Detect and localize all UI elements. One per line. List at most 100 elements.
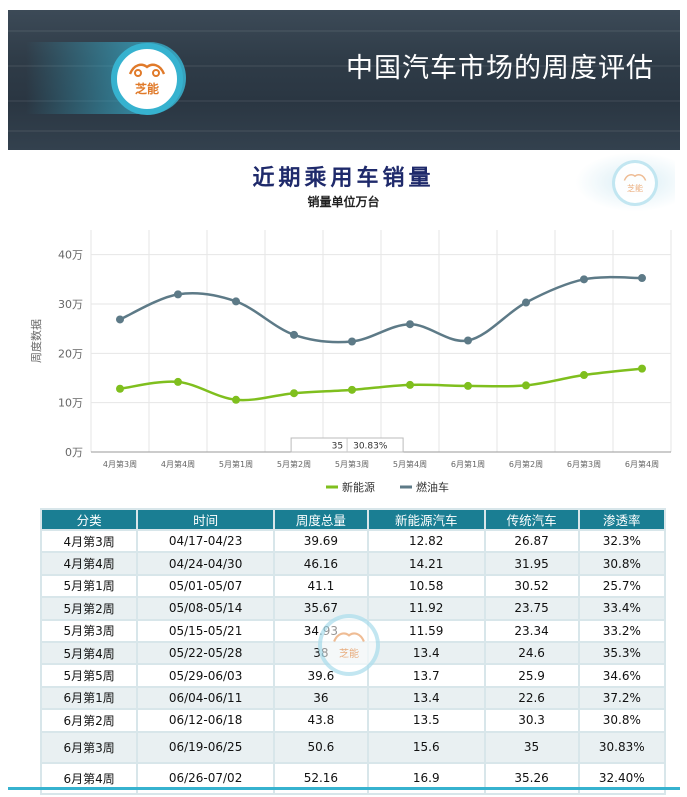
data-point [522,298,530,307]
table-cell: 06/12-06/18 [136,708,275,733]
table-cell: 35.3% [577,640,667,666]
table-cell: 36 [272,685,369,711]
table-row: 4月第3周 04/17-04/23 39.69 12.82 26.87 32.3% [39,528,667,554]
table-cell: 39.69 [272,528,369,554]
car-logo-icon [623,173,647,181]
table-cell: 13.7 [366,663,486,688]
x-tick-label: 4月第4周 [161,459,195,469]
data-point [348,385,356,394]
table-cell: 34.6% [577,663,667,688]
x-tick-label: 5月第1周 [219,459,253,469]
table-cell: 05/08-05/14 [136,596,275,621]
legend-label: 新能源 [342,480,375,494]
tooltip-value: 35 [332,442,343,452]
table-cell: 06/19-06/25 [136,730,275,764]
table-cell: 15.6 [366,730,486,764]
table-row: 6月第1周 06/04-06/11 36 13.4 22.6 37.2% [39,685,667,711]
table-cell: 26.87 [483,528,580,554]
table-cell: 5月第5周 [39,663,139,688]
table-cell: 6月第2周 [39,708,139,733]
series-line-2 [119,275,643,344]
data-point [290,389,298,398]
table-cell: 50.6 [272,730,369,764]
table-cell: 25.9 [483,663,580,688]
data-point [580,371,588,380]
table-cell: 30.8% [577,551,667,576]
table-cell: 4月第3周 [39,528,139,554]
page-title: 中国汽车市场的周度评估 [346,53,654,84]
table-cell: 30.3 [483,708,580,733]
table-cell: 5月第1周 [39,573,139,599]
data-point [522,381,530,390]
table-cell: 30.8% [577,708,667,733]
y-tick-label: 20万 [58,347,83,360]
table-cell: 06/04-06/11 [136,685,275,711]
data-point [232,297,240,306]
table-cell: 5月第2周 [39,596,139,621]
table-cell: 33.2% [577,618,667,643]
data-point [464,381,472,390]
table-cell: 5月第3周 [39,618,139,643]
data-point [464,336,472,345]
line-chart: 0万 10万 20万 30万 40万 4月第3周 4月第4周 5月第1周 5月第2周 5月第3周 5… [29,230,672,494]
data-point [174,290,182,299]
brand-logo: 芝能 [111,43,183,115]
table-cell: 24.6 [483,640,580,666]
data-point [174,377,182,386]
y-tick-label: 10万 [58,397,83,410]
table-cell: 32.3% [577,528,667,554]
table-header-cell: 传统汽车 [483,508,580,531]
table-cell: 41.1 [272,573,369,599]
watermark-logo: 芝能 [612,160,658,206]
table-cell: 30.83% [577,730,667,764]
y-axis-label: 周度数据 [29,319,43,363]
table-row: 4月第4周 04/24-04/30 46.16 14.21 31.95 30.8% [39,551,667,576]
y-tick-label: 0万 [65,446,83,459]
table-cell: 11.59 [366,618,486,643]
y-tick-label: 40万 [58,249,83,262]
tooltip-rate: 30.83% [353,442,388,452]
table-cell: 10.58 [366,573,486,599]
table-row: 5月第5周 05/29-06/03 39.6 13.7 25.9 34.6% [39,663,667,688]
table-cell: 04/24-04/30 [136,551,275,576]
y-tick-label: 30万 [58,298,83,311]
legend-label: 燃油车 [416,480,449,494]
chart-subtitle: 销量单位万台 [307,195,380,209]
table-cell: 33.4% [577,596,667,621]
table-cell: 30.52 [483,573,580,599]
table-row: 6月第3周 06/19-06/25 50.6 15.6 35 30.83% [39,730,667,764]
chart-title: 近期乘用车销量 [252,165,435,191]
header-banner: 芝能 中国汽车市场的周度评估 [8,10,680,150]
table-cell: 13.4 [366,685,486,711]
logo-text: 芝能 [134,81,159,96]
table-cell: 05/15-05/21 [136,618,275,643]
table-header-cell: 新能源汽车 [366,508,486,531]
table-cell: 11.92 [366,596,486,621]
table-cell: 13.5 [366,708,486,733]
table-cell: 6月第3周 [39,730,139,764]
table-cell: 37.2% [577,685,667,711]
data-point [348,337,356,346]
table-cell: 22.6 [483,685,580,711]
table-cell: 34.93 [272,618,369,643]
table-row: 5月第3周 05/15-05/21 34.93 11.59 23.34 33.2% [39,618,667,643]
watermark-text: 芝能 [627,183,643,193]
table-cell: 35 [483,730,580,764]
table-cell: 25.7% [577,573,667,599]
sales-table: 分类 时间 周度总量 新能源汽车 传统汽车 渗透率 4月第3周 04/17-04/23 39.… [39,508,667,795]
table-cell: 05/22-05/28 [136,640,275,666]
table-cell: 23.75 [483,596,580,621]
x-tick-label: 4月第3周 [103,459,137,469]
table-cell: 12.82 [366,528,486,554]
data-point [580,275,588,284]
table-row: 5月第2周 05/08-05/14 35.67 11.92 23.75 33.4% [39,596,667,621]
data-point [232,395,240,404]
series-line-1 [119,367,643,402]
table-header-cell: 渗透率 [577,508,667,531]
table-cell: 39.6 [272,663,369,688]
table-cell: 13.4 [366,640,486,666]
car-logo-icon [128,63,166,77]
x-tick-label: 6月第4周 [625,459,659,469]
x-tick-label: 6月第2周 [509,459,543,469]
table-cell: 38 [272,640,369,666]
